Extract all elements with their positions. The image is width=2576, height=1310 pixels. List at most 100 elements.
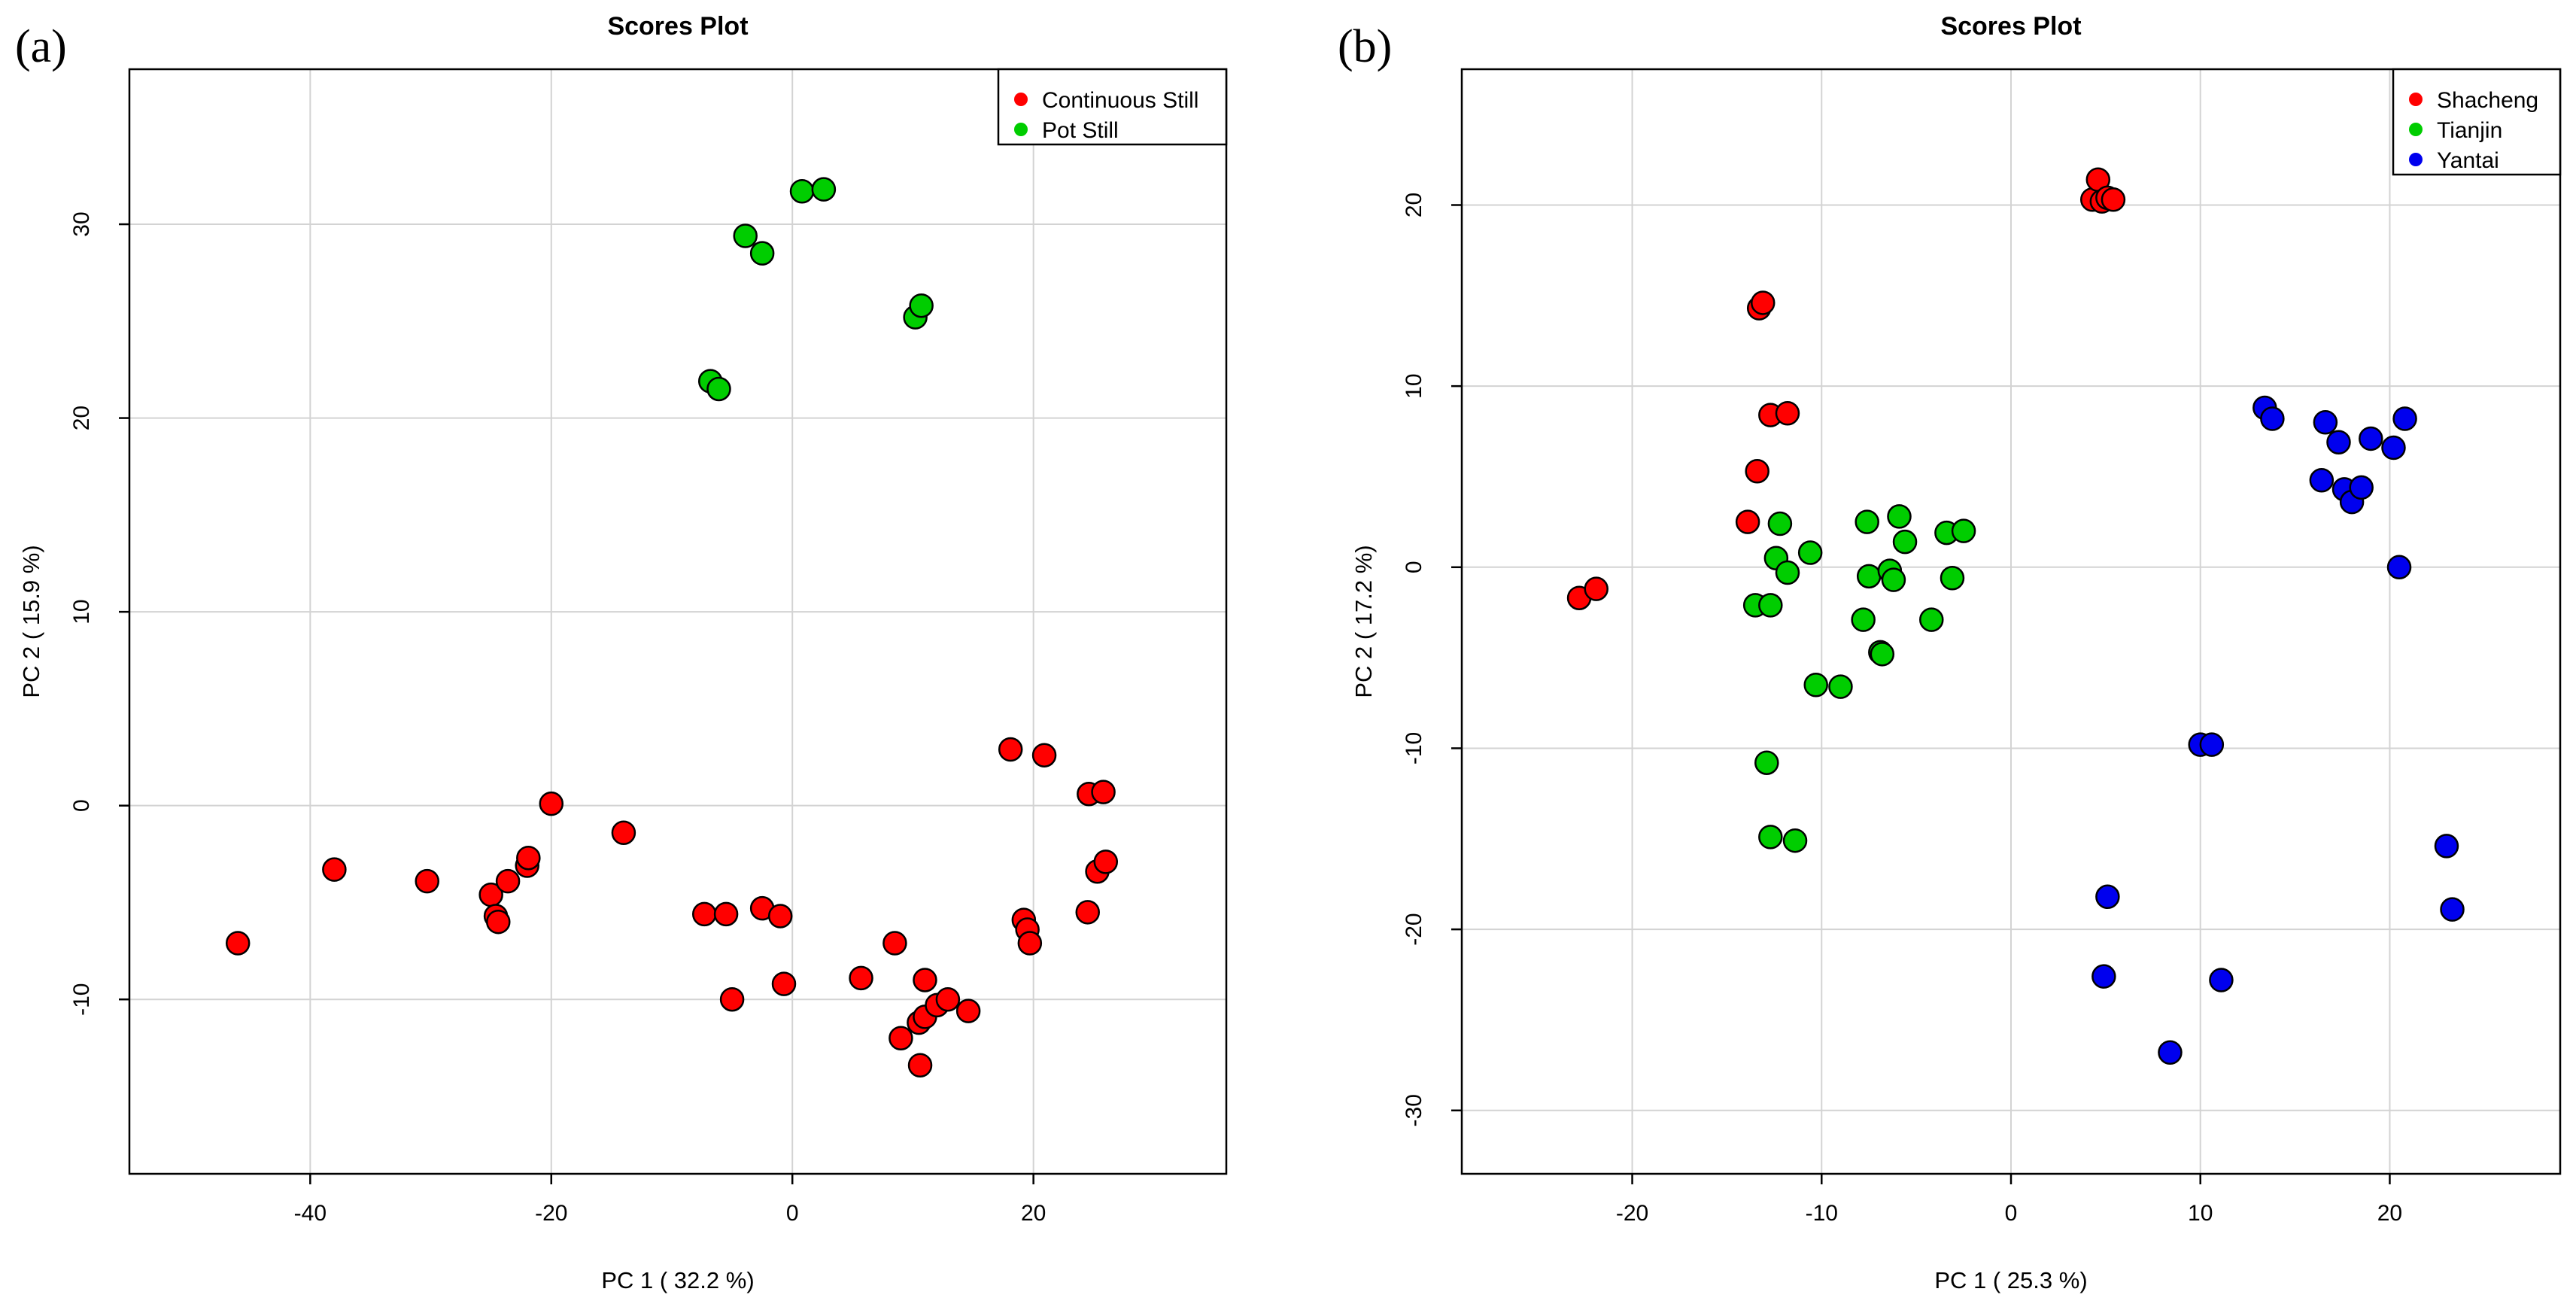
data-point: [1745, 459, 1769, 484]
data-point: [611, 820, 636, 845]
legend-marker: [2409, 93, 2423, 106]
y-tick-label: -20: [1402, 913, 1426, 945]
data-point: [849, 965, 873, 991]
data-point: [1758, 593, 1783, 618]
data-point: [2434, 834, 2459, 859]
y-tick-label: 20: [69, 406, 94, 430]
data-point: [1775, 400, 1800, 426]
x-tick-label: -40: [294, 1201, 327, 1226]
data-point: [2158, 1040, 2183, 1065]
data-point: [516, 845, 541, 871]
y-tick-label: 20: [1402, 193, 1426, 217]
data-point: [1735, 509, 1760, 534]
data-point: [2359, 426, 2383, 451]
legend-label: Continuous Still: [1042, 88, 1198, 113]
chart-title: Scores Plot: [607, 12, 748, 41]
data-point: [495, 868, 521, 894]
data-point: [2326, 430, 2351, 455]
data-point: [913, 968, 937, 992]
data-point: [1887, 504, 1912, 529]
data-point: [2381, 435, 2406, 460]
legend-label: Tianjin: [2437, 118, 2502, 143]
data-point: [691, 901, 717, 927]
data-point: [486, 909, 511, 935]
data-point: [1017, 931, 1043, 956]
legend: Continuous Still Pot Still: [997, 68, 1228, 146]
series-continuous-still: [225, 737, 1119, 1078]
data-point: [2091, 964, 2116, 989]
data-point: [1892, 529, 1918, 555]
x-axis-label: PC 1 ( 32.2 %): [601, 1267, 754, 1293]
data-point: [415, 868, 439, 894]
data-point: [935, 986, 961, 1012]
x-tick-label: 20: [1021, 1201, 1046, 1226]
x-tick-label: 20: [2377, 1201, 2402, 1226]
data-point: [889, 1026, 913, 1050]
data-point: [1075, 900, 1100, 925]
data-point: [998, 737, 1023, 762]
data-point: [767, 904, 793, 929]
data-point: [1782, 828, 1808, 853]
data-point: [2199, 732, 2225, 757]
data-point: [771, 971, 797, 996]
data-point: [882, 931, 907, 956]
legend-label: Pot Still: [1042, 118, 1119, 143]
x-tick-label: 0: [2005, 1201, 2018, 1226]
data-point: [1881, 567, 1906, 592]
data-point: [2101, 187, 2126, 212]
y-tick-label: -10: [1402, 732, 1426, 764]
y-tick-label: -10: [69, 983, 94, 1016]
data-point: [749, 241, 775, 266]
panel-label: (a): [15, 21, 67, 72]
data-point: [909, 293, 934, 318]
data-point: [733, 223, 758, 248]
data-point: [2349, 475, 2374, 500]
data-point: [1031, 743, 1057, 767]
data-point: [2309, 468, 2334, 493]
data-point: [2313, 410, 2338, 435]
data-point: [1855, 509, 1879, 534]
data-point: [1828, 674, 1853, 699]
y-tick-label: 0: [1402, 561, 1426, 573]
series-shacheng: [1566, 167, 2126, 610]
grid: [129, 69, 1226, 1174]
data-point: [955, 998, 981, 1023]
x-tick-label: 0: [786, 1201, 799, 1226]
legend-box: [997, 68, 1228, 146]
panel-b: -20 -10 0 10 20 -30 -20 -10 0 10 20 Scores Plot (b) P…: [1338, 12, 2562, 1293]
data-point: [907, 1053, 933, 1078]
panel-a: -40 -20 0 20 -10 0 10 20 30 Scores Plot (a) PC 1 ( …: [15, 12, 1228, 1293]
data-point: [1851, 607, 1876, 632]
legend-marker: [1014, 123, 1028, 136]
legend-label: Shacheng: [2437, 88, 2538, 113]
y-tick-label: 0: [69, 799, 94, 812]
data-point: [1584, 576, 1608, 601]
plot-frame: [128, 68, 1228, 1175]
y-axis-label: PC 2 ( 17.2 %): [1350, 545, 1377, 698]
data-point: [2095, 884, 2120, 910]
data-point: [225, 931, 251, 956]
data-point: [1091, 780, 1116, 804]
legend-marker: [1014, 93, 1028, 106]
data-point: [1767, 511, 1793, 536]
chart-title: Scores Plot: [1940, 12, 2081, 41]
data-point: [811, 177, 837, 202]
y-tick-label: 30: [69, 211, 94, 236]
x-tick-label: -20: [535, 1201, 567, 1226]
legend-label: Yantai: [2437, 148, 2499, 173]
data-point: [1754, 750, 1779, 775]
series-pot-still: [698, 177, 934, 402]
data-point: [322, 857, 347, 882]
data-point: [2386, 555, 2412, 580]
data-point: [1803, 672, 1828, 698]
data-point: [1750, 290, 1776, 315]
data-point: [1919, 607, 1944, 632]
data-point: [1856, 564, 1882, 589]
legend-marker: [2409, 153, 2423, 166]
grid: [1462, 69, 2560, 1174]
series-tianjin: [1742, 504, 1976, 853]
data-point: [1940, 565, 1965, 591]
data-point: [2392, 406, 2417, 431]
data-point: [1775, 560, 1800, 585]
